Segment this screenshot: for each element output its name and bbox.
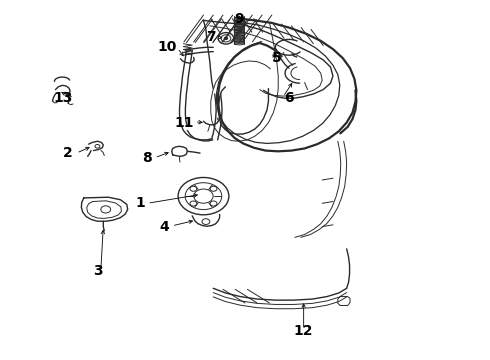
Text: 13: 13	[53, 90, 73, 104]
Text: 7: 7	[206, 30, 216, 44]
Text: 9: 9	[234, 12, 244, 26]
Text: 6: 6	[284, 90, 294, 104]
Text: 12: 12	[294, 324, 314, 338]
Text: 8: 8	[143, 152, 152, 166]
Text: 4: 4	[160, 220, 169, 234]
Text: 11: 11	[174, 116, 194, 130]
Text: 1: 1	[135, 196, 145, 210]
Circle shape	[224, 37, 227, 40]
Text: 10: 10	[157, 40, 176, 54]
Text: 5: 5	[272, 51, 282, 65]
Text: 3: 3	[94, 265, 103, 278]
Text: 2: 2	[63, 146, 73, 160]
